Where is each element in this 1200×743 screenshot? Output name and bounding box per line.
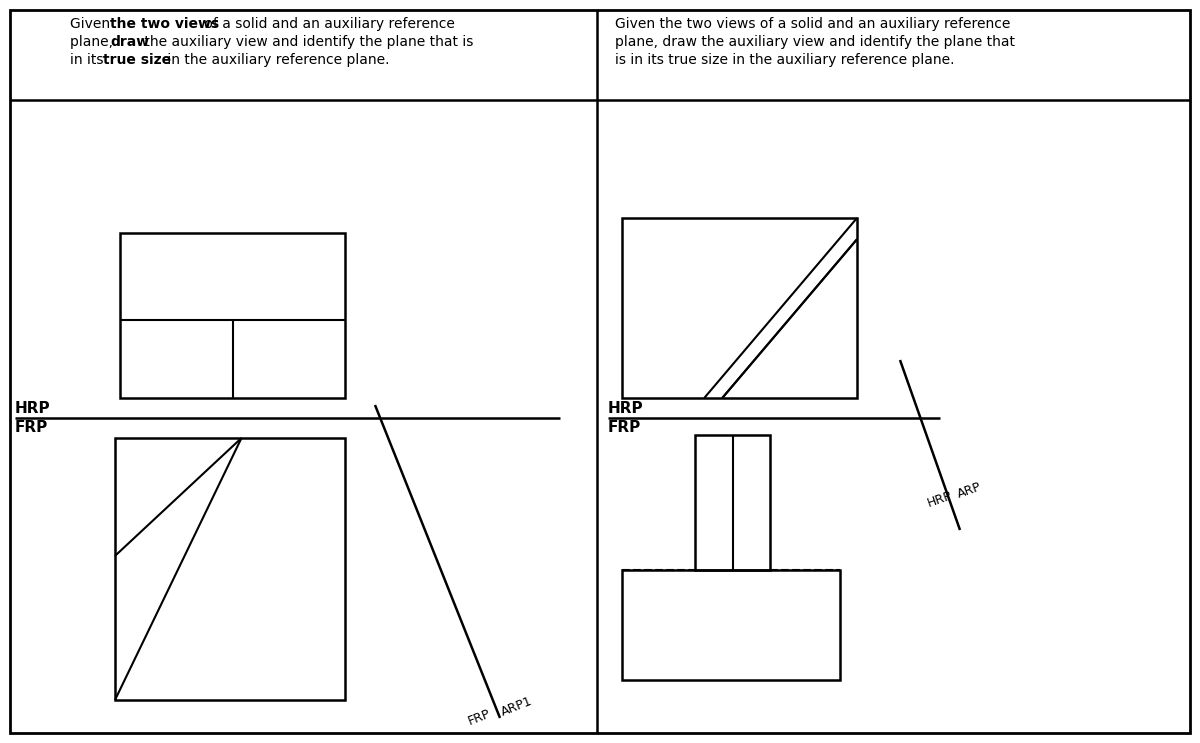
Text: HRP: HRP xyxy=(608,401,643,416)
Text: FRP: FRP xyxy=(466,707,492,727)
Text: the two views: the two views xyxy=(110,17,220,31)
Text: draw: draw xyxy=(110,35,149,49)
Text: the auxiliary view and identify the plane that is: the auxiliary view and identify the plan… xyxy=(140,35,473,49)
Text: FRP: FRP xyxy=(14,420,48,435)
Bar xyxy=(622,570,840,680)
Text: HRP: HRP xyxy=(14,401,50,416)
Text: Given: Given xyxy=(70,17,114,31)
Text: in the auxiliary reference plane.: in the auxiliary reference plane. xyxy=(163,53,390,67)
Bar xyxy=(695,435,770,570)
Text: ARP: ARP xyxy=(956,481,984,501)
Text: FRP: FRP xyxy=(608,420,641,435)
Bar xyxy=(622,218,857,398)
Text: plane, draw the auxiliary view and identify the plane that: plane, draw the auxiliary view and ident… xyxy=(616,35,1015,49)
Text: plane,: plane, xyxy=(70,35,118,49)
Text: of a solid and an auxiliary reference: of a solid and an auxiliary reference xyxy=(200,17,455,31)
Text: in its: in its xyxy=(70,53,108,67)
Text: ARP1: ARP1 xyxy=(499,695,535,719)
Text: HRP: HRP xyxy=(925,489,954,510)
Text: true size: true size xyxy=(103,53,172,67)
Text: Given the two views of a solid and an auxiliary reference: Given the two views of a solid and an au… xyxy=(616,17,1010,31)
Bar xyxy=(115,438,346,700)
Text: is in its true size in the auxiliary reference plane.: is in its true size in the auxiliary ref… xyxy=(616,53,954,67)
Bar xyxy=(120,233,346,398)
